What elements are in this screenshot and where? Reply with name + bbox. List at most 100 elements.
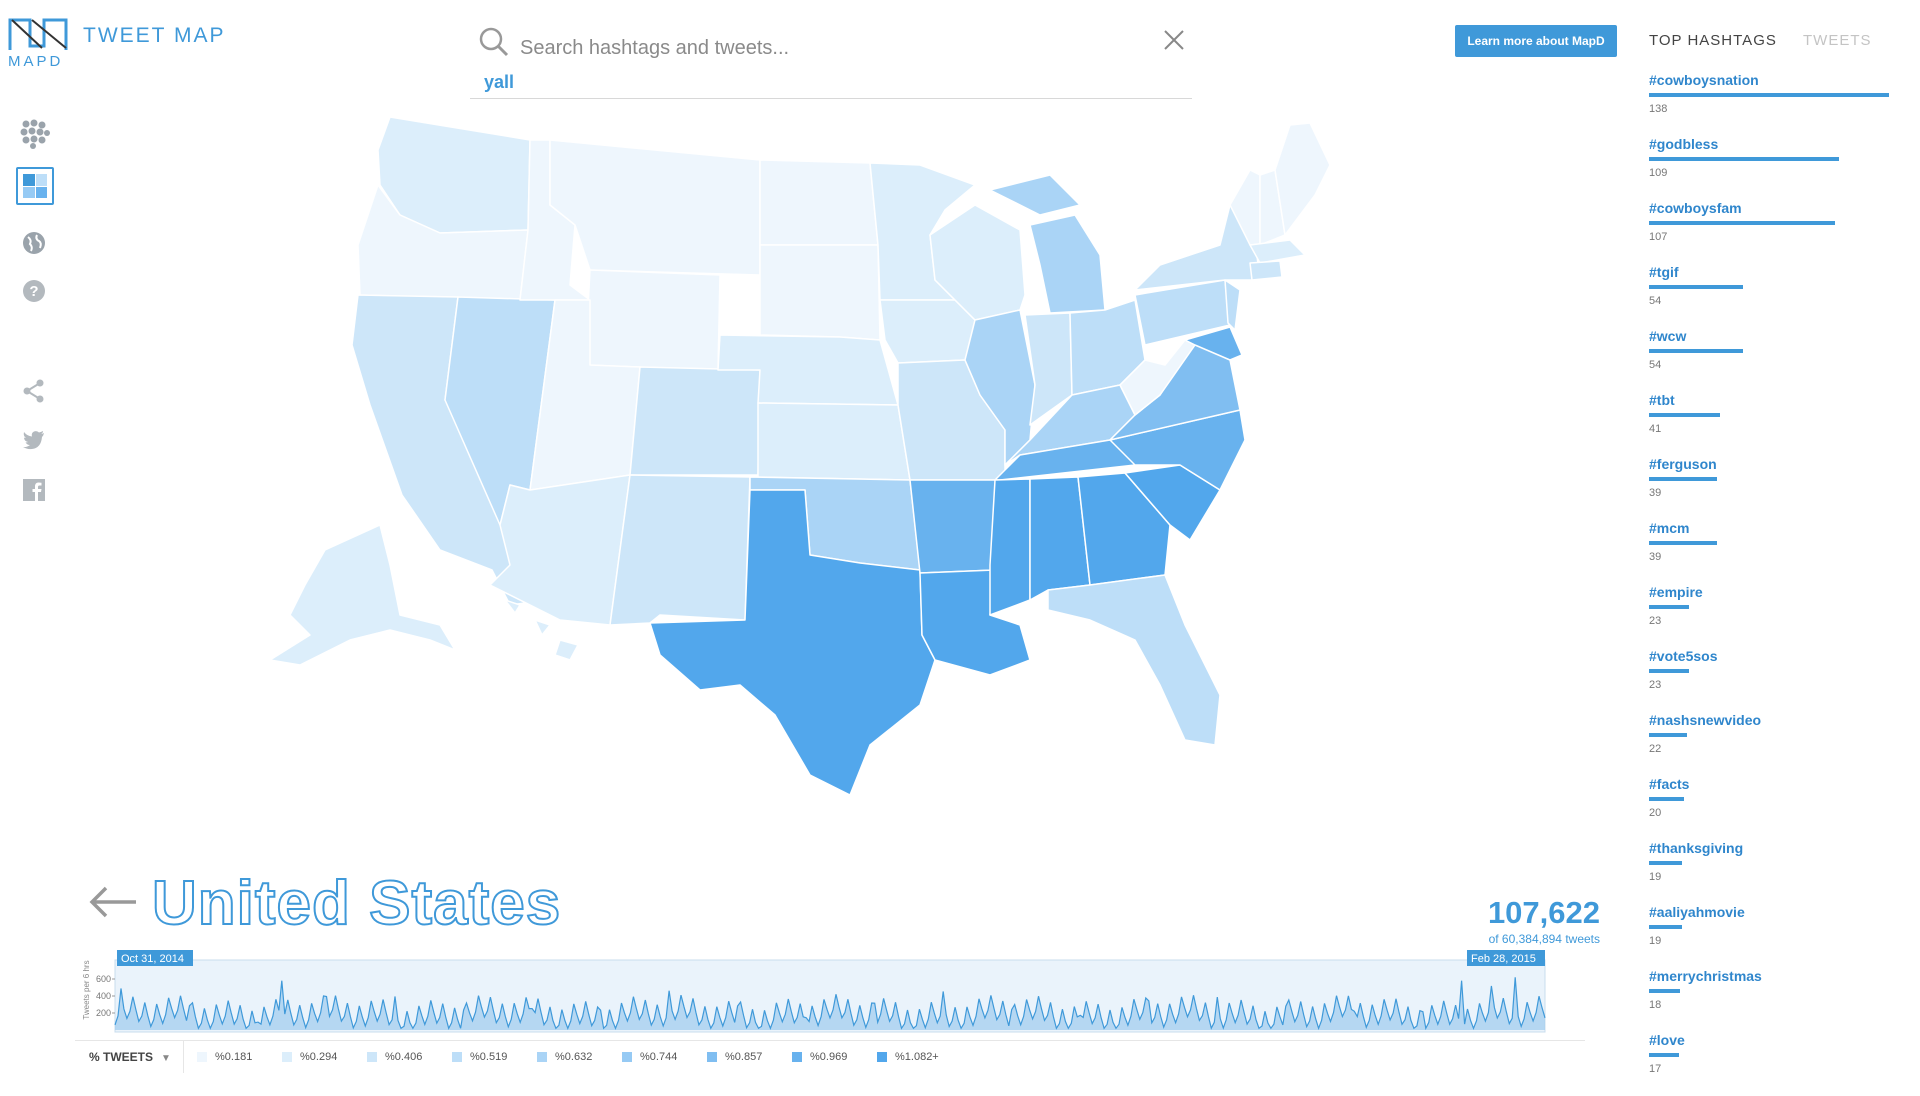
hashtag-bar	[1649, 157, 1839, 161]
hashtag-item[interactable]: #mcm 39	[1649, 520, 1889, 584]
hashtag-label[interactable]: #love	[1649, 1032, 1685, 1048]
hashtag-item[interactable]: #empire 23	[1649, 584, 1889, 648]
timeline-y-label: Tweets per 6 hrs	[82, 960, 91, 1019]
hashtag-item[interactable]: #love 17	[1649, 1032, 1889, 1096]
region-title: United States	[151, 868, 562, 939]
state-florida	[1047, 574, 1221, 746]
hashtag-bar	[1649, 221, 1836, 225]
legend-item: %0.181	[197, 1051, 252, 1063]
hashtag-item[interactable]: #cowboysnation 138	[1649, 72, 1889, 136]
globe-icon[interactable]	[16, 225, 52, 261]
logo-text: MAPD	[8, 53, 64, 70]
timeline-y-tick: 600	[96, 974, 111, 984]
close-icon[interactable]	[1162, 28, 1186, 52]
legend-label: %0.857	[725, 1051, 763, 1063]
hashtag-label[interactable]: #tgif	[1649, 264, 1679, 280]
legend-item: %1.082+	[877, 1051, 939, 1063]
tab-tweets[interactable]: TWEETS	[1803, 32, 1872, 49]
state-maryland	[1184, 326, 1243, 361]
legend-label: %0.294	[300, 1051, 338, 1063]
hashtag-label[interactable]: #ferguson	[1649, 456, 1717, 472]
state-texas	[649, 489, 936, 796]
legend-swatch	[197, 1052, 207, 1062]
timeline-end-label: Feb 28, 2015	[1471, 953, 1536, 965]
legend-label: %0.744	[640, 1051, 678, 1063]
hashtag-item[interactable]: #tgif 54	[1649, 264, 1889, 328]
back-arrow-icon[interactable]	[88, 884, 138, 920]
hashtag-label[interactable]: #aaliyahmovie	[1649, 904, 1745, 920]
facebook-icon[interactable]	[16, 472, 52, 508]
hashtag-label[interactable]: #nashsnewvideo	[1649, 712, 1762, 728]
hashtag-count: 22	[1649, 743, 1662, 755]
hashtag-item[interactable]: #nashsnewvideo 22	[1649, 712, 1889, 776]
hashtag-item[interactable]: #godbless 109	[1649, 136, 1889, 200]
hashtag-count: 19	[1649, 871, 1662, 883]
hashtag-label[interactable]: #cowboysnation	[1649, 72, 1759, 88]
hashtag-label[interactable]: #mcm	[1649, 520, 1690, 536]
hashtag-count: 54	[1649, 359, 1662, 371]
metric-selector[interactable]: % TWEETS ▼	[89, 1050, 171, 1064]
hashtag-label[interactable]: #empire	[1649, 584, 1703, 600]
hashtag-label[interactable]: #vote5sos	[1649, 648, 1718, 664]
mapd-logo-mark	[8, 18, 68, 50]
hashtag-count: 39	[1649, 551, 1662, 563]
hashtag-bar	[1649, 797, 1684, 801]
timeline-start-label: Oct 31, 2014	[121, 953, 184, 965]
state-massachusetts	[1249, 239, 1306, 264]
share-icon[interactable]	[16, 373, 52, 409]
hashtag-label[interactable]: #tbt	[1649, 392, 1675, 408]
hashtag-count: 19	[1649, 935, 1662, 947]
hashtag-item[interactable]: #vote5sos 23	[1649, 648, 1889, 712]
hashtag-label[interactable]: #wcw	[1649, 328, 1687, 344]
legend-bar: % TWEETS ▼ %0.181 %0.294 %0.406 %0.519 %0.632…	[75, 1040, 1585, 1073]
hashtag-bar	[1649, 349, 1743, 353]
chevron-down-icon: ▼	[161, 1053, 171, 1064]
hashtag-item[interactable]: #facts 20	[1649, 776, 1889, 840]
state-south-carolina	[1124, 464, 1221, 541]
state-alaska	[269, 524, 456, 666]
hashtag-bar	[1649, 541, 1717, 545]
hashtag-item[interactable]: #aaliyahmovie 19	[1649, 904, 1889, 968]
state-connecticut	[1249, 260, 1283, 281]
legend-swatch	[367, 1052, 377, 1062]
points-view-icon[interactable]	[16, 115, 52, 151]
learn-more-button[interactable]: Learn more about MapD	[1455, 25, 1617, 57]
legend-label: %0.969	[810, 1051, 848, 1063]
hashtag-label[interactable]: #godbless	[1649, 136, 1719, 152]
search-input[interactable]	[518, 32, 1122, 64]
hashtag-label[interactable]: #cowboysfam	[1649, 200, 1742, 216]
hashtag-label[interactable]: #facts	[1649, 776, 1690, 792]
legend-label: %0.181	[215, 1051, 253, 1063]
legend-label: %0.632	[555, 1051, 593, 1063]
hashtag-item[interactable]: #tbt 41	[1649, 392, 1889, 456]
timeline-y-axis: 600 400 200	[96, 974, 115, 1018]
us-choropleth-map[interactable]	[230, 95, 1470, 835]
choropleth-view-icon[interactable]	[16, 167, 54, 205]
hashtag-item[interactable]: #thanksgiving 19	[1649, 840, 1889, 904]
legend-item: %0.744	[622, 1051, 677, 1063]
mapd-logo[interactable]	[8, 16, 70, 72]
hashtag-item[interactable]: #ferguson 39	[1649, 456, 1889, 520]
hashtag-bar	[1649, 285, 1743, 289]
help-icon[interactable]: ?	[16, 273, 52, 309]
hashtag-label[interactable]: #thanksgiving	[1649, 840, 1744, 856]
legend-item: %0.969	[792, 1051, 847, 1063]
state-indiana	[1024, 312, 1073, 426]
timeline-start-flag[interactable]	[117, 950, 193, 966]
twitter-icon[interactable]	[16, 422, 52, 458]
legend-swatch	[622, 1052, 632, 1062]
hashtag-item[interactable]: #wcw 54	[1649, 328, 1889, 392]
tab-top-hashtags[interactable]: TOP HASHTAGS	[1649, 32, 1777, 49]
search-term[interactable]: yall	[484, 72, 515, 92]
hashtag-count: 39	[1649, 487, 1662, 499]
state-montana	[549, 139, 761, 276]
state-georgia	[1077, 472, 1171, 586]
hashtag-label[interactable]: #merrychristmas	[1649, 968, 1762, 984]
legend-item: %0.857	[707, 1051, 762, 1063]
hashtag-item[interactable]: #merrychristmas 18	[1649, 968, 1889, 1032]
timeline-end-flag[interactable]	[1467, 950, 1545, 966]
legend-swatch	[792, 1052, 802, 1062]
legend-swatch	[537, 1052, 547, 1062]
hashtag-item[interactable]: #cowboysfam 107	[1649, 200, 1889, 264]
